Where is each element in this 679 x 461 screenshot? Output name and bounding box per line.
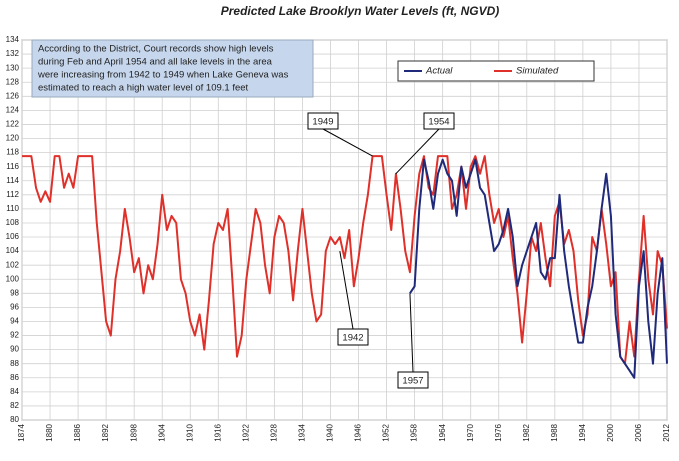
y-tick-label: 96 — [10, 303, 19, 312]
legend: Actual Simulated — [397, 60, 595, 82]
x-tick-label: 1976 — [494, 423, 503, 441]
note-text: estimated to reach a high water level of… — [38, 83, 249, 94]
legend-label: Actual — [425, 66, 453, 77]
x-tick-label: 1940 — [326, 423, 335, 441]
y-tick-label: 118 — [6, 148, 19, 157]
callout-label: 1957 — [402, 376, 423, 387]
x-tick-label: 1970 — [466, 423, 475, 441]
y-tick-label: 88 — [10, 359, 19, 368]
callout-line — [395, 128, 440, 175]
y-tick-label: 108 — [6, 218, 20, 227]
x-tick-label: 1880 — [45, 423, 54, 441]
y-tick-label: 82 — [10, 401, 19, 410]
y-tick-label: 94 — [10, 317, 19, 326]
y-tick-label: 102 — [6, 260, 20, 269]
y-tick-label: 126 — [6, 91, 20, 100]
note-text: during Feb and April 1954 and all lake l… — [38, 57, 273, 68]
x-tick-label: 1916 — [213, 423, 222, 441]
x-tick-label: 1988 — [550, 423, 559, 441]
x-tick-label: 1898 — [129, 423, 138, 441]
x-tick-label: 1958 — [410, 423, 419, 441]
y-tick-label: 120 — [6, 134, 20, 143]
y-tick-label: 130 — [6, 63, 20, 72]
callout-box — [397, 371, 429, 389]
callout-label: 1954 — [428, 117, 449, 128]
note-text: were increasing from 1942 to 1949 when L… — [37, 70, 289, 81]
y-tick-label: 84 — [10, 387, 19, 396]
y-tick-label: 90 — [10, 345, 19, 354]
x-tick-label: 1982 — [522, 423, 531, 441]
x-tick-label: 1964 — [438, 423, 447, 441]
y-tick-label: 110 — [6, 204, 19, 213]
note-box — [31, 39, 314, 98]
x-tick-label: 1922 — [241, 423, 250, 441]
y-tick-label: 124 — [6, 105, 20, 114]
y-tick-label: 122 — [6, 120, 20, 129]
callout-line — [322, 128, 373, 157]
x-tick-label: 1874 — [17, 423, 26, 441]
x-tick-label: 2000 — [606, 423, 615, 441]
y-tick-label: 104 — [6, 246, 20, 255]
y-tick-label: 92 — [10, 331, 19, 340]
y-tick-label: 134 — [6, 35, 20, 44]
callout-box — [337, 328, 369, 346]
callout-box — [423, 112, 455, 130]
chart-title: Predicted Lake Brooklyn Water Levels (ft… — [221, 4, 500, 18]
y-tick-label: 106 — [6, 232, 20, 241]
legend-label: Simulated — [516, 66, 559, 77]
x-tick-label: 1886 — [73, 423, 82, 441]
callout-label: 1949 — [312, 117, 333, 128]
y-tick-label: 132 — [6, 49, 20, 58]
callout-box — [307, 112, 339, 130]
y-tick-label: 80 — [10, 415, 19, 424]
note-text: According to the District, Court records… — [38, 44, 274, 55]
x-tick-label: 1952 — [382, 423, 391, 441]
x-tick-label: 1910 — [185, 423, 194, 441]
x-tick-label: 2012 — [662, 423, 671, 441]
callout-line — [409, 293, 414, 373]
callout-label: 1942 — [342, 333, 363, 344]
y-tick-label: 114 — [6, 176, 19, 185]
callout-line — [339, 251, 354, 330]
x-tick-label: 1904 — [157, 423, 166, 441]
y-tick-label: 128 — [6, 77, 20, 86]
y-tick-label: 116 — [6, 162, 19, 171]
x-tick-label: 1892 — [101, 423, 110, 441]
y-tick-label: 86 — [10, 373, 19, 382]
x-tick-label: 1994 — [578, 423, 587, 441]
y-tick-label: 100 — [6, 274, 20, 283]
y-tick-label: 98 — [10, 288, 19, 297]
x-tick-label: 1946 — [354, 423, 363, 441]
data-line — [409, 158, 668, 379]
plot-area — [21, 39, 668, 421]
y-tick-label: 112 — [6, 190, 19, 199]
x-tick-label: 2006 — [634, 423, 643, 441]
x-tick-label: 1934 — [298, 423, 307, 441]
x-tick-label: 1928 — [270, 423, 279, 441]
